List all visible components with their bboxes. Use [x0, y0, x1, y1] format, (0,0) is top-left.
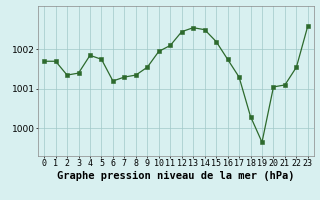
- X-axis label: Graphe pression niveau de la mer (hPa): Graphe pression niveau de la mer (hPa): [57, 171, 295, 181]
